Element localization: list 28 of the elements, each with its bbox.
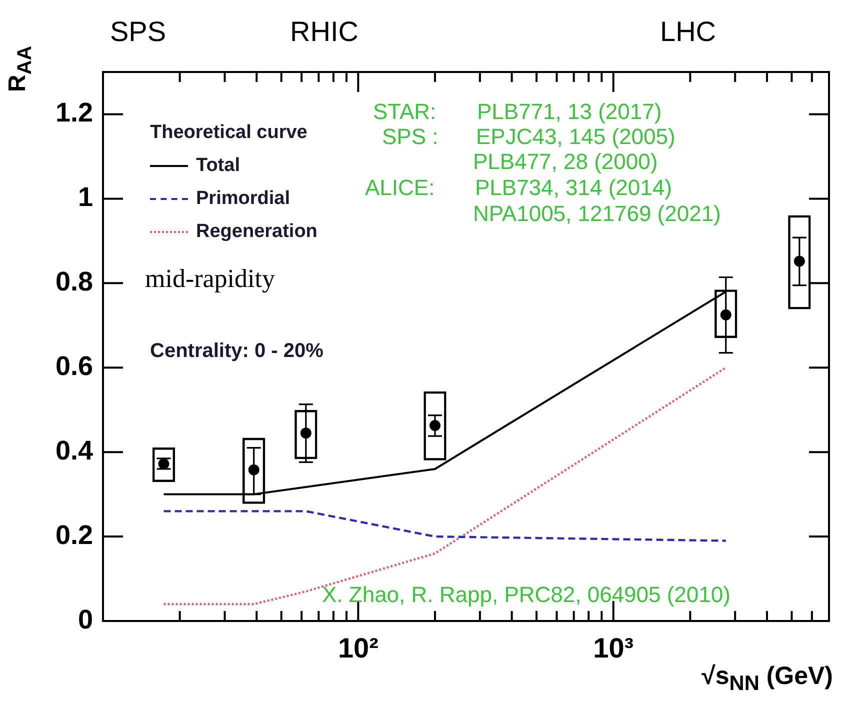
annotation: PLB734, 314 (2014) bbox=[475, 175, 672, 200]
annotation: PLB771, 13 (2017) bbox=[477, 99, 662, 124]
legend-label: Regeneration bbox=[196, 220, 318, 242]
text: RHIC bbox=[290, 16, 358, 48]
legend-label: Primordial bbox=[196, 188, 290, 210]
annotation: STAR: bbox=[373, 99, 436, 124]
annotation: NPA1005, 121769 (2021) bbox=[473, 201, 721, 226]
annotation: Centrality: 0 - 20% bbox=[150, 340, 324, 363]
y-tick-label: 0.2 bbox=[55, 520, 93, 550]
x-tick-label: 10³ bbox=[593, 632, 634, 664]
y-tick-label: 0.4 bbox=[55, 436, 93, 466]
annotation: EPJC43, 145 (2005) bbox=[476, 124, 676, 149]
annotation: PLB477, 28 (2000) bbox=[473, 149, 658, 174]
annotation: X. Zhao, R. Rapp, PRC82, 064905 (2010) bbox=[322, 582, 730, 607]
y-tick-label: 1.2 bbox=[55, 98, 93, 128]
legend-label: Total bbox=[196, 154, 240, 176]
y-tick-label: 0 bbox=[78, 604, 93, 634]
legend-title: Theoretical curve bbox=[150, 120, 308, 144]
y-tick-label: 1 bbox=[78, 182, 93, 212]
text: SPS bbox=[110, 16, 166, 48]
x-axis-title: √s$_{NN}$ (GeV) bbox=[702, 662, 833, 696]
annotation: ALICE: bbox=[365, 175, 435, 200]
y-tick-label: 0.8 bbox=[55, 266, 93, 297]
annotation: mid-rapidity bbox=[145, 264, 275, 294]
y-tick-label: 0.6 bbox=[55, 351, 93, 382]
annotation: SPS : bbox=[382, 124, 438, 149]
x-tick-label: 10² bbox=[338, 632, 378, 664]
text: LHC bbox=[660, 16, 716, 48]
